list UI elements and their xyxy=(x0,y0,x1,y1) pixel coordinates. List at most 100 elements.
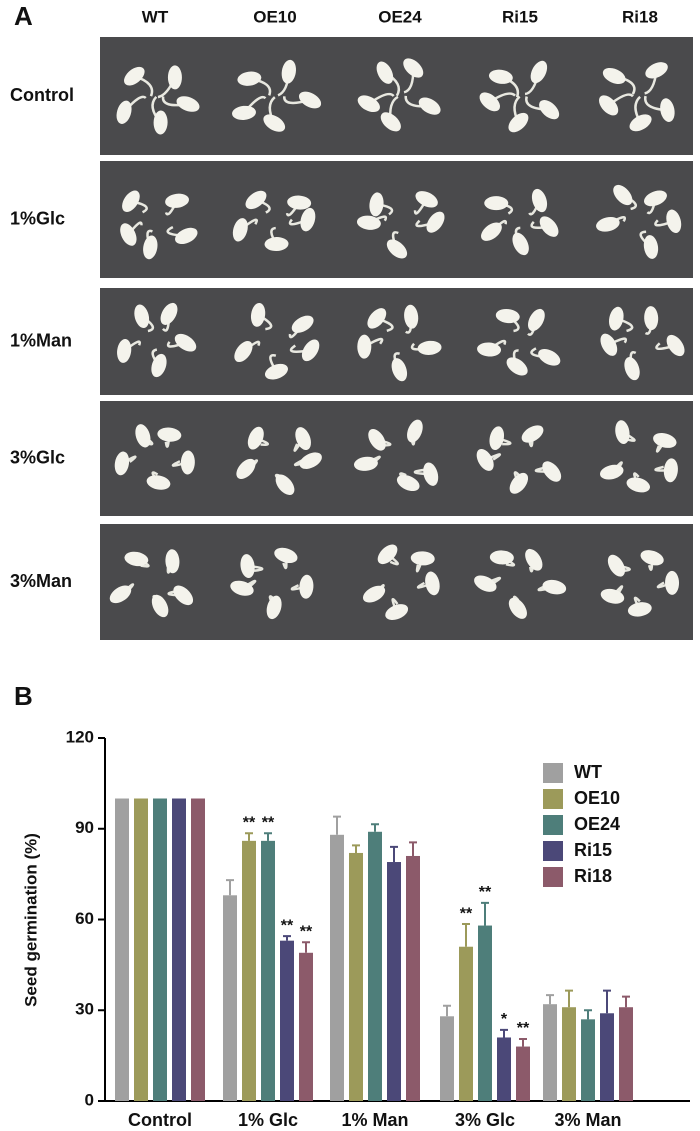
seed xyxy=(356,215,381,230)
seed xyxy=(143,235,158,260)
error-bar xyxy=(245,832,253,841)
x-tick-label: 3% Glc xyxy=(455,1110,515,1130)
legend-swatch xyxy=(543,789,563,809)
seed xyxy=(626,477,650,493)
error-bar xyxy=(565,989,573,1008)
seed xyxy=(167,65,182,90)
bar xyxy=(440,1016,454,1101)
seed xyxy=(391,358,408,382)
seed xyxy=(301,339,320,362)
error-bar xyxy=(500,1028,508,1038)
bar xyxy=(299,952,313,1101)
seed xyxy=(368,428,386,451)
seed xyxy=(151,353,167,378)
y-tick-label: 30 xyxy=(75,1000,94,1019)
seed xyxy=(660,98,675,122)
seed xyxy=(495,308,520,324)
seed xyxy=(363,585,386,603)
seed xyxy=(266,595,282,620)
legend-swatch xyxy=(543,763,563,783)
seed xyxy=(174,333,197,352)
bar xyxy=(134,798,148,1101)
seed xyxy=(135,424,151,448)
seed xyxy=(116,100,132,124)
seed xyxy=(357,334,372,359)
seed xyxy=(599,95,619,116)
seed xyxy=(600,588,625,604)
row-label: Control xyxy=(10,85,74,105)
error-bar xyxy=(443,1004,451,1017)
seed xyxy=(357,95,380,113)
bar xyxy=(619,1007,633,1101)
x-tick-label: Control xyxy=(128,1110,192,1130)
seed xyxy=(542,579,567,595)
seed xyxy=(157,427,182,442)
bar xyxy=(497,1037,511,1101)
seed xyxy=(600,333,618,356)
seed xyxy=(232,218,248,242)
seed xyxy=(666,334,685,357)
legend-swatch xyxy=(543,867,563,887)
error-bar xyxy=(302,941,310,953)
photo-row xyxy=(100,524,693,640)
seed xyxy=(353,456,378,471)
bar xyxy=(581,1019,595,1101)
seed xyxy=(264,363,288,380)
seed xyxy=(509,472,529,494)
seed xyxy=(488,69,513,84)
seed xyxy=(640,550,664,566)
error-bar xyxy=(462,923,470,947)
seed xyxy=(596,216,620,232)
seed xyxy=(508,597,527,619)
error-bar xyxy=(622,995,630,1008)
seed xyxy=(403,58,424,78)
seed xyxy=(385,604,409,620)
error-bar xyxy=(409,841,417,856)
seed xyxy=(663,458,678,483)
bar xyxy=(387,862,401,1101)
seed xyxy=(613,184,633,206)
seed xyxy=(175,227,198,245)
seed xyxy=(234,341,253,363)
seed xyxy=(134,304,150,329)
error-bar xyxy=(371,823,379,832)
seed xyxy=(607,554,626,577)
seed xyxy=(602,67,626,84)
row-label: 3%Man xyxy=(10,571,72,591)
error-bar xyxy=(481,901,489,926)
bar xyxy=(191,798,205,1101)
seed xyxy=(538,348,561,366)
seed xyxy=(489,550,514,565)
seed xyxy=(300,207,316,232)
photo-row xyxy=(100,37,693,155)
seed xyxy=(298,91,322,109)
seed xyxy=(599,464,624,480)
seed xyxy=(665,570,680,595)
seed xyxy=(369,192,384,217)
bar xyxy=(261,840,275,1101)
error-bar xyxy=(264,832,272,841)
seed xyxy=(417,340,442,355)
error-bar xyxy=(390,845,398,863)
seed xyxy=(180,450,195,475)
seed xyxy=(542,461,562,482)
legend-swatch xyxy=(543,815,563,835)
seed xyxy=(407,419,423,443)
bar xyxy=(242,840,256,1101)
seed xyxy=(153,110,168,135)
seed xyxy=(377,544,398,565)
bar xyxy=(543,1004,557,1101)
seed xyxy=(287,195,312,210)
significance: ** xyxy=(243,815,256,832)
seed xyxy=(643,235,659,259)
legend-label: Ri18 xyxy=(574,866,612,886)
bar xyxy=(562,1007,576,1101)
seed xyxy=(512,232,529,256)
legend-swatch xyxy=(543,841,563,861)
bar xyxy=(459,946,473,1101)
seed xyxy=(376,61,394,84)
column-header: OE24 xyxy=(378,7,422,26)
bar xyxy=(516,1046,530,1101)
bar xyxy=(368,831,382,1101)
